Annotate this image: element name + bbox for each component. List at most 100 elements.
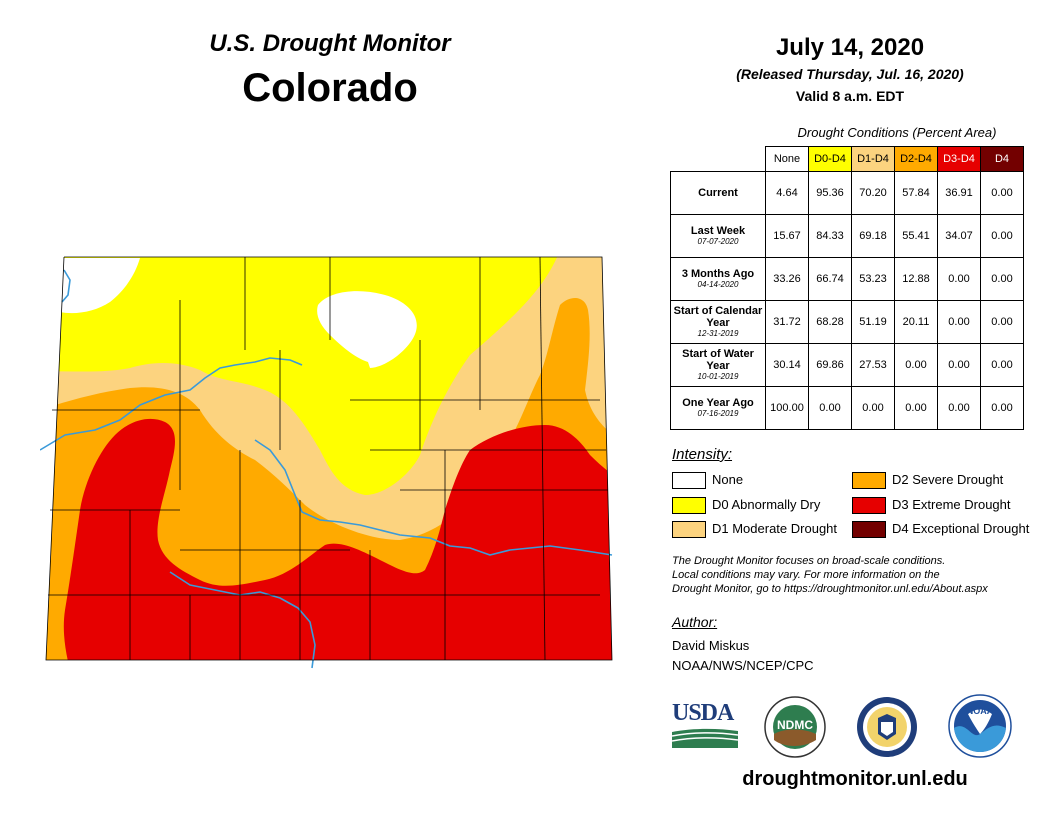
row-label-text: 3 Months Ago	[681, 268, 755, 280]
table-cell: 0.00	[980, 171, 1024, 215]
row-date: 07-16-2019	[697, 409, 739, 418]
row-label: Last Week 07-07-2020	[670, 214, 766, 258]
table-cell: 0.00	[937, 386, 981, 430]
column-header: D1-D4	[851, 146, 895, 172]
table-cell: 53.23	[851, 257, 895, 301]
table-cell: 70.20	[851, 171, 895, 215]
legend-swatch	[852, 497, 886, 514]
row-label: Current	[670, 171, 766, 215]
no-drought-area	[317, 291, 417, 368]
legend-label: D4 Exceptional Drought	[892, 521, 1030, 536]
table-cell: 34.07	[937, 214, 981, 258]
row-label: Start of Calendar Year 12-31-2019	[670, 300, 766, 344]
table-cell: 0.00	[894, 343, 938, 387]
row-label: 3 Months Ago 04-14-2020	[670, 257, 766, 301]
row-label-text: Start of Water Year	[682, 348, 754, 372]
author-org: NOAA/NWS/NCEP/CPC	[672, 658, 814, 673]
legend-swatch	[852, 521, 886, 538]
table-cell: 68.28	[808, 300, 852, 344]
legend-item-d3: D3 Extreme Drought	[852, 497, 1042, 515]
table-header-blank	[671, 147, 766, 172]
row-date: 07-07-2020	[697, 237, 739, 246]
table-cell: 0.00	[808, 386, 852, 430]
disclaimer-line: Drought Monitor, go to https://droughtmo…	[672, 583, 988, 595]
table-cell: 12.88	[894, 257, 938, 301]
author-name: David Miskus	[672, 638, 750, 653]
table-row: One Year Ago 07-16-2019 100.00 0.00 0.00 …	[670, 386, 1024, 430]
row-label-text: Start of Calendar Year	[673, 305, 763, 329]
table-cell: 20.11	[894, 300, 938, 344]
table-row: 3 Months Ago 04-14-2020 33.26 66.74 53.23…	[670, 257, 1024, 301]
column-header: D2-D4	[894, 146, 938, 172]
river	[254, 439, 613, 556]
table-cell: 4.64	[765, 171, 809, 215]
river	[61, 269, 71, 303]
column-header: None	[765, 146, 809, 172]
department-of-commerce-seal-icon	[857, 697, 917, 757]
colorado-drought-map	[40, 256, 613, 669]
legend-label: D3 Extreme Drought	[892, 497, 1011, 512]
table-cell: 0.00	[851, 386, 895, 430]
county-lines	[45, 256, 613, 661]
legend-item-d0: D0 Abnormally Dry	[672, 497, 842, 515]
state-name: Colorado	[242, 66, 418, 110]
legend-label: D0 Abnormally Dry	[712, 497, 821, 512]
map-date: July 14, 2020	[775, 34, 925, 61]
table-cell: 0.00	[937, 343, 981, 387]
table-cell: 51.19	[851, 300, 895, 344]
legend-item-d1: D1 Moderate Drought	[672, 521, 842, 539]
release-date: (Released Thursday, Jul. 16, 2020)	[736, 66, 964, 82]
d0-area	[46, 257, 560, 495]
river	[40, 357, 303, 451]
legend-swatch	[672, 497, 706, 514]
table-cell: 33.26	[765, 257, 809, 301]
column-header: D3-D4	[937, 146, 981, 172]
row-date: 10-01-2019	[697, 372, 739, 381]
table-cell: 0.00	[980, 300, 1024, 344]
commerce-seal-logo[interactable]	[856, 696, 918, 758]
table-cell: 0.00	[980, 257, 1024, 301]
table-cell: 95.36	[808, 171, 852, 215]
ndmc-logo[interactable]: NDMC	[764, 696, 826, 758]
table-cell: 69.86	[808, 343, 852, 387]
disclaimer-line: Local conditions may vary. For more info…	[672, 569, 940, 581]
row-label-text: One Year Ago	[682, 397, 754, 409]
table-cell: 0.00	[980, 214, 1024, 258]
usda-logo[interactable]: USDA	[671, 700, 739, 750]
noaa-logo-text: NOAA	[966, 706, 994, 716]
table-cell: 0.00	[980, 343, 1024, 387]
table-cell: 0.00	[937, 300, 981, 344]
row-label: Start of Water Year 10-01-2019	[670, 343, 766, 387]
website-url[interactable]: droughtmonitor.unl.edu	[742, 768, 968, 790]
table-row: Start of Calendar Year 12-31-2019 31.72 6…	[670, 300, 1024, 344]
row-date: 04-14-2020	[697, 280, 739, 289]
ndmc-seal-icon	[764, 696, 826, 758]
row-label-text: Last Week	[690, 225, 746, 237]
legend-swatch	[852, 472, 886, 489]
legend-swatch	[672, 472, 706, 489]
table-cell: 30.14	[765, 343, 809, 387]
map-title: U.S. Drought Monitor	[209, 30, 451, 57]
table-cell: 69.18	[851, 214, 895, 258]
legend-label: D1 Moderate Drought	[712, 521, 838, 536]
legend-item-d2: D2 Severe Drought	[852, 472, 1042, 490]
disclaimer-line: The Drought Monitor focuses on broad-sca…	[672, 555, 946, 567]
table-cell: 57.84	[894, 171, 938, 215]
table-cell: 55.41	[894, 214, 938, 258]
legend-item-none: None	[672, 472, 842, 490]
column-header: D0-D4	[808, 146, 852, 172]
author-title: Author:	[672, 614, 718, 630]
noaa-seal-icon	[948, 694, 1012, 758]
usda-logo-text: USDA	[672, 700, 734, 726]
legend-item-d4: D4 Exceptional Drought	[852, 521, 1042, 539]
noaa-logo[interactable]: NOAA	[948, 694, 1012, 758]
table-row: Last Week 07-07-2020 15.67 84.33 69.18 55…	[670, 214, 1024, 258]
table-cell: 36.91	[937, 171, 981, 215]
legend-title: Intensity:	[672, 446, 733, 463]
legend-label: None	[712, 472, 744, 487]
disclaimer-text: The Drought Monitor focuses on broad-sca…	[672, 554, 1042, 596]
table-cell: 27.53	[851, 343, 895, 387]
table-row: Start of Water Year 10-01-2019 30.14 69.8…	[670, 343, 1024, 387]
legend-swatch	[672, 521, 706, 538]
valid-time: Valid 8 a.m. EDT	[795, 88, 905, 104]
